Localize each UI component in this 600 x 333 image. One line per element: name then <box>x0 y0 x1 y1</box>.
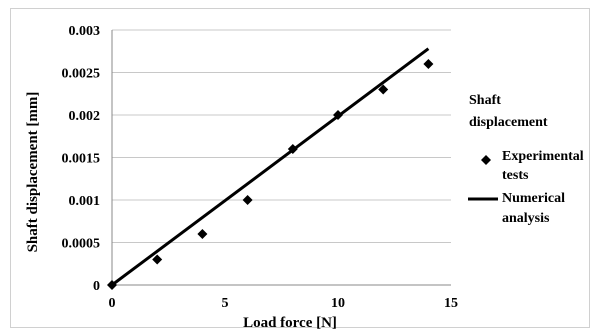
chart-frame <box>10 8 590 328</box>
experimental-point <box>333 110 343 120</box>
grid-lines <box>112 29 451 243</box>
x-axis-label: Load force [N] <box>243 315 337 331</box>
x-tick-label: 10 <box>331 296 345 311</box>
experimental-point <box>197 229 208 239</box>
x-tick-label: 5 <box>222 296 229 311</box>
x-tick-label: 0 <box>109 296 116 311</box>
experimental-point <box>242 195 253 205</box>
y-tick-label: 0.001 <box>69 194 101 209</box>
axes <box>111 30 451 286</box>
legend-title-line2: displacement <box>469 115 548 130</box>
experimental-point <box>378 84 389 95</box>
experimental-point <box>423 59 434 69</box>
y-tick-labels: 0 0.0005 0.001 0.0015 0.002 0.0025 0.003 <box>62 24 101 294</box>
y-tick-label: 0.002 <box>69 109 101 124</box>
y-tick-label: 0.0025 <box>62 67 101 82</box>
series-layer <box>107 47 434 290</box>
y-axis-label: Shaft displacement [mm] <box>25 92 41 253</box>
y-tick-label: 0.0005 <box>62 237 101 252</box>
y-tick-label: 0.003 <box>69 24 101 39</box>
experimental-point <box>287 144 298 154</box>
y-tick-label: 0.0015 <box>62 152 101 167</box>
x-tick-labels: 0 5 10 15 <box>109 296 459 311</box>
y-tick-label: 0 <box>93 279 100 294</box>
experimental-point <box>107 280 117 290</box>
numerical-analysis-line <box>111 47 430 287</box>
legend-label-numerical-line1: Numerical <box>502 191 565 206</box>
x-tick-label: 15 <box>444 296 458 311</box>
legend-label-experimental-line2: tests <box>502 168 529 183</box>
legend: Shaft displacement Experimental tests Nu… <box>468 93 584 226</box>
legend-label-numerical-line2: analysis <box>502 211 550 226</box>
experimental-point <box>152 254 163 265</box>
legend-title-line1: Shaft <box>469 93 501 108</box>
legend-label-experimental-line1: Experimental <box>502 149 584 164</box>
legend-marker-experimental <box>481 155 491 165</box>
